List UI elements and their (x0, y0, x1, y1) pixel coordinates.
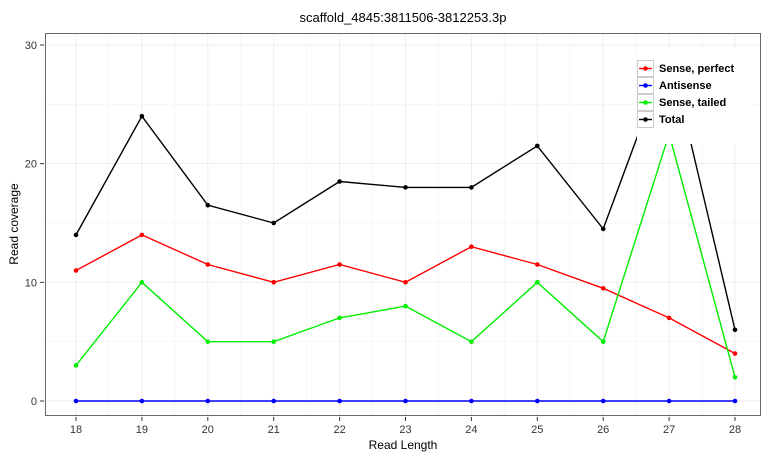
x-tick-label: 23 (399, 424, 411, 436)
y-tick-label: 30 (25, 40, 37, 52)
x-tick-label: 21 (268, 424, 280, 436)
point-antisense-19 (139, 398, 145, 404)
point-total-21 (271, 220, 277, 226)
point-sense-tailed-26 (600, 339, 606, 345)
point-sense-perfect-26 (600, 286, 606, 291)
point-antisense-24 (469, 398, 474, 404)
point-sense-perfect-21 (271, 280, 277, 285)
point-total-23 (403, 185, 408, 190)
point-total-26 (600, 226, 606, 232)
chart-title: scaffold_4845:3811506-3812253.3p (299, 10, 507, 25)
point-sense-perfect-25 (535, 262, 540, 267)
x-axis-title: Read Length (368, 438, 438, 452)
point-sense-perfect-22 (337, 262, 342, 267)
legend-key-icon (637, 111, 654, 128)
point-sense-tailed-19 (139, 280, 145, 285)
x-tick-label: 24 (465, 424, 477, 436)
point-sense-perfect-20 (205, 262, 211, 267)
legend-item-sense-tailed: Sense, tailed (637, 94, 753, 111)
point-sense-perfect-24 (469, 244, 474, 249)
point-sense-tailed-18 (73, 363, 79, 368)
point-antisense-25 (535, 398, 540, 404)
point-sense-tailed-23 (403, 303, 408, 309)
point-total-28 (732, 327, 738, 333)
legend-item-total: Total (637, 111, 753, 128)
legend-label: Antisense (659, 79, 712, 92)
x-tick-label: 22 (333, 424, 345, 436)
y-tick-label: 10 (25, 277, 37, 289)
point-sense-tailed-22 (337, 315, 342, 321)
point-antisense-26 (600, 398, 606, 404)
point-total-22 (337, 179, 342, 184)
legend-key-icon (637, 94, 654, 111)
point-sense-tailed-25 (535, 280, 540, 285)
point-sense-perfect-19 (139, 232, 145, 238)
point-sense-perfect-28 (732, 351, 738, 356)
y-tick-label: 20 (25, 159, 37, 171)
legend-label: Total (659, 113, 685, 126)
x-tick-label: 27 (663, 424, 675, 436)
y-tick-label: 0 (31, 396, 37, 408)
point-total-19 (139, 113, 145, 119)
point-antisense-28 (732, 398, 738, 404)
legend-key-icon (637, 77, 654, 94)
point-antisense-20 (205, 398, 211, 404)
point-sense-tailed-20 (205, 339, 211, 345)
panel-border (45, 33, 761, 416)
legend-item-sense-perfect: Sense, perfect (637, 60, 753, 77)
x-tick-label: 19 (136, 424, 148, 436)
point-antisense-23 (403, 398, 408, 404)
point-sense-perfect-27 (666, 315, 672, 321)
point-sense-tailed-24 (469, 339, 474, 345)
legend-item-antisense: Antisense (637, 77, 753, 94)
point-sense-perfect-18 (73, 268, 79, 273)
point-antisense-21 (271, 398, 277, 404)
point-total-18 (73, 232, 79, 238)
point-total-20 (205, 202, 211, 208)
y-axis-title: Read coverage (7, 183, 21, 265)
point-antisense-27 (666, 398, 672, 404)
x-tick-label: 26 (597, 424, 609, 436)
legend-label: Sense, tailed (659, 96, 727, 109)
point-sense-perfect-23 (403, 280, 408, 285)
point-antisense-18 (73, 398, 79, 404)
legend: Sense, perfect Antisense Sense, tailed Tota… (637, 48, 753, 144)
point-total-24 (469, 185, 474, 190)
x-tick-label: 28 (729, 424, 741, 436)
point-sense-tailed-21 (271, 339, 277, 345)
legend-key-icon (637, 60, 654, 77)
x-tick-label: 20 (202, 424, 214, 436)
point-sense-tailed-28 (732, 375, 738, 380)
point-antisense-22 (337, 398, 342, 404)
x-tick-label: 25 (531, 424, 543, 436)
x-tick-label: 18 (70, 424, 82, 436)
point-total-25 (535, 143, 540, 149)
legend-label: Sense, perfect (659, 62, 735, 75)
